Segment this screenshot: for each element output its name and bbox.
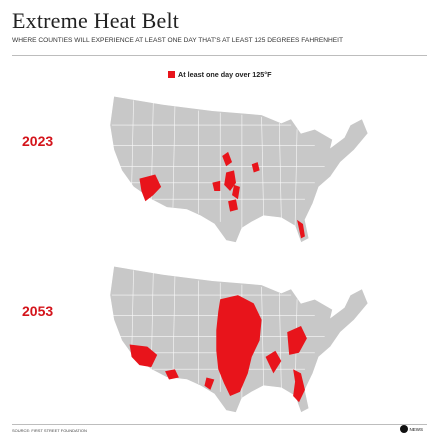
heat-area [228,199,238,212]
map-2053 [109,265,369,414]
state-borders-2023 [111,100,325,229]
heat-area-central [216,295,262,397]
heat-area-southwest [129,344,158,368]
legend-swatch [168,71,175,78]
heat-area [222,151,233,167]
heat-areas-2053 [129,295,307,403]
heat-area [204,377,215,390]
heat-area-southeast [287,325,307,355]
header-divider [12,55,427,56]
heat-area [224,170,236,191]
abc-logo-icon [399,425,408,433]
year-label-2023: 2023 [22,133,54,149]
abc-news-logo: NEWS [399,425,424,433]
heat-area-florida [297,219,305,239]
heat-areas-2023 [139,151,305,239]
heat-area-southwest [139,174,162,202]
legend-label: At least one day over 125°F [178,70,272,79]
heat-area [265,350,282,374]
heat-area [232,184,240,200]
heat-area [251,162,260,173]
year-label-2053: 2053 [22,303,54,319]
logo-text: NEWS [409,426,424,432]
us-land-2023 [109,95,369,244]
chart-subtitle: WHERE COUNTIES WILL EXPERIENCE AT LEAST … [12,37,344,44]
map-2023 [109,95,369,244]
legend: At least one day over 125°F [168,70,272,79]
heat-area-florida [293,369,305,403]
source-credit: SOURCE: FIRST STREET FOUNDATION [12,428,87,433]
chart-title: Extreme Heat Belt [12,8,180,33]
heat-area [165,369,179,380]
heat-area [212,180,221,191]
footer-divider [12,424,427,425]
